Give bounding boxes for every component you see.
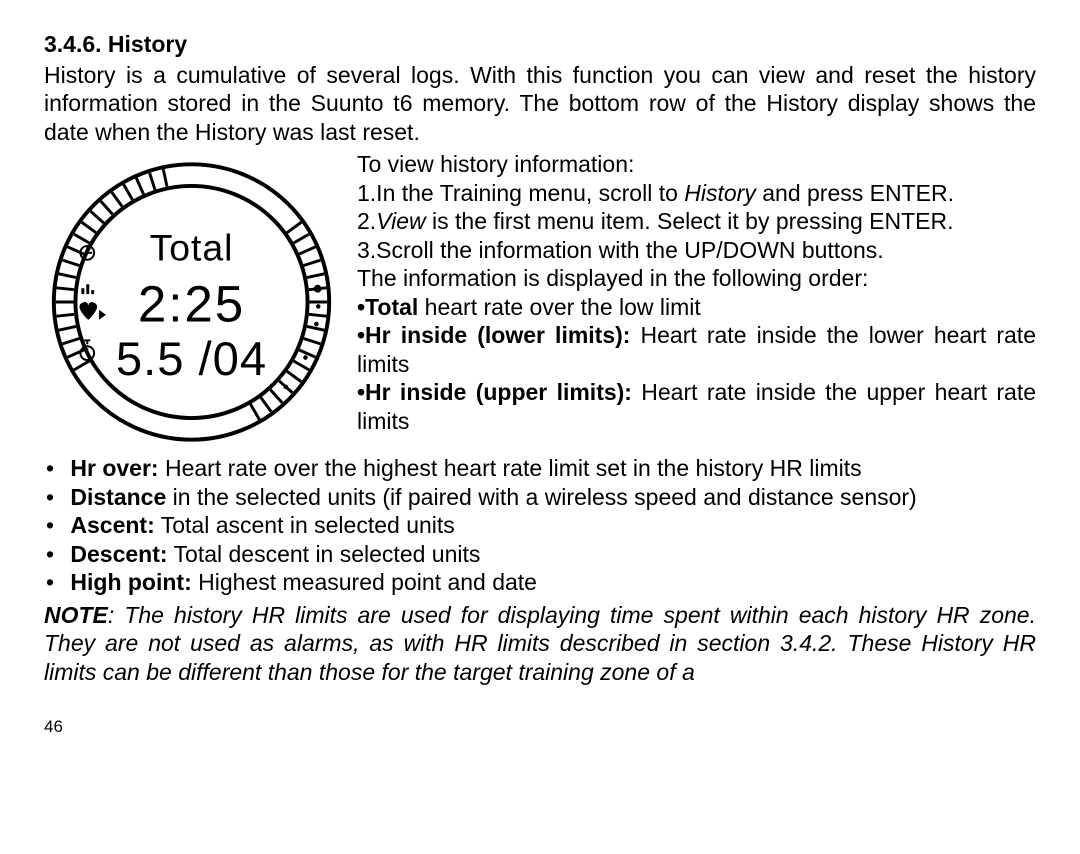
inline-bullet-1-bold: •Total bbox=[357, 294, 418, 320]
bullet-4-bold: Descent: bbox=[70, 541, 167, 567]
bullet-descent: Descent: Total descent in selected units bbox=[64, 540, 1036, 569]
watch-line-time: 2:25 bbox=[138, 276, 245, 333]
bullet-ascent: Ascent: Total ascent in selected units bbox=[64, 511, 1036, 540]
step-2-suffix: is the first menu item. Select it by pre… bbox=[426, 208, 954, 234]
bullet-3-rest: Total ascent in selected units bbox=[155, 512, 455, 538]
step-2-prefix: 2. bbox=[357, 208, 376, 234]
inline-bullet-1-rest: heart rate over the low limit bbox=[418, 294, 701, 320]
bullet-1-bold: Hr over: bbox=[70, 455, 158, 481]
bullet-hr-over: Hr over: Heart rate over the highest hea… bbox=[64, 454, 1036, 483]
watch-illustration: Total 2:25 5.5 /04 bbox=[44, 152, 339, 452]
note-paragraph: NOTE: The history HR limits are used for… bbox=[44, 601, 1036, 687]
note-label: NOTE bbox=[44, 602, 108, 628]
step-1-italic: History bbox=[684, 180, 756, 206]
page-number: 46 bbox=[44, 716, 1036, 737]
bullet-distance: Distance in the selected units (if paire… bbox=[64, 483, 1036, 512]
bullet-1-rest: Heart rate over the highest heart rate l… bbox=[159, 455, 862, 481]
watch-svg: Total 2:25 5.5 /04 bbox=[44, 152, 339, 452]
watch-line-total: Total bbox=[150, 227, 234, 269]
bullet-3-bold: Ascent: bbox=[70, 512, 154, 538]
bullet-5-rest: Highest measured point and date bbox=[192, 569, 537, 595]
bullet-2-rest: in the selected units (if paired with a … bbox=[166, 484, 916, 510]
bullet-4-rest: Total descent in selected units bbox=[168, 541, 481, 567]
inline-bullet-3-bold: •Hr inside (upper limits): bbox=[357, 379, 632, 405]
watch-line-date: 5.5 /04 bbox=[116, 333, 267, 386]
figure-and-steps: Total 2:25 5.5 /04 To view history infor… bbox=[44, 150, 1036, 452]
section-heading: 3.4.6. History bbox=[44, 30, 1036, 59]
bullet-2-bold: Distance bbox=[70, 484, 166, 510]
step-1-suffix: and press ENTER. bbox=[756, 180, 954, 206]
full-width-bullets: Hr over: Heart rate over the highest hea… bbox=[44, 454, 1036, 597]
bullet-5-bold: High point: bbox=[70, 569, 191, 595]
bullet-high-point: High point: Highest measured point and d… bbox=[64, 568, 1036, 597]
note-text: : The history HR limits are used for dis… bbox=[44, 602, 1036, 685]
inline-bullet-2-bold: •Hr inside (lower limits): bbox=[357, 322, 630, 348]
step-2-italic: View bbox=[376, 208, 425, 234]
intro-paragraph: History is a cumulative of several logs.… bbox=[44, 61, 1036, 147]
step-1-prefix: 1.In the Training menu, scroll to bbox=[357, 180, 684, 206]
